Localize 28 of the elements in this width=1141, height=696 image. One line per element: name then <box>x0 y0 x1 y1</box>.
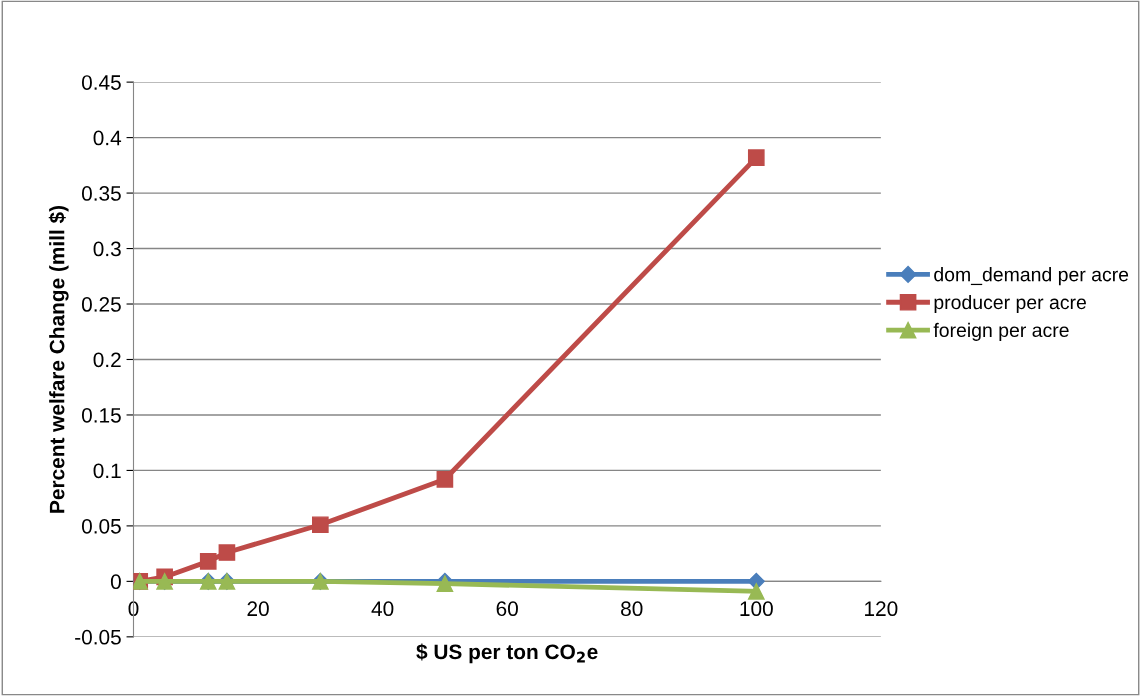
x-tick-label: 80 <box>621 601 643 617</box>
y-axis-title: Percent welfare Change (mill $) <box>48 205 69 513</box>
point <box>747 149 765 166</box>
point <box>747 583 765 600</box>
y-tick-label: 0 <box>110 574 121 590</box>
point <box>436 470 454 488</box>
x-axis-title: $ US per ton CO$_{2}$e <box>416 643 598 664</box>
legend-label: foreign per acre <box>933 322 1069 341</box>
y-tick-label: 0.15 <box>81 407 121 423</box>
x-tick-label: 20 <box>247 601 269 617</box>
y-tick-label: 0.25 <box>81 297 121 312</box>
x-tick-label: 120 <box>865 601 898 617</box>
y-tick-label: 0.05 <box>81 518 121 534</box>
y-tick-label: 0.35 <box>81 186 121 201</box>
legend-label: dom_demand per acre <box>934 267 1129 286</box>
y-tick-label: 0.45 <box>81 75 121 90</box>
y-tick-label: 0.4 <box>93 130 122 146</box>
y-tick-label: 0.1 <box>93 463 121 479</box>
point <box>199 553 217 570</box>
y-tick-label: -0.05 <box>75 629 121 645</box>
x-tick-label: 100 <box>740 601 773 617</box>
y-tick-label: 0.3 <box>93 241 121 257</box>
y-tick-label: 0.2 <box>93 352 121 368</box>
point <box>218 544 236 561</box>
point <box>312 516 329 534</box>
x-tick-label: 40 <box>371 601 394 617</box>
x-tick-label: 60 <box>496 601 518 617</box>
legend-label: producer per acre <box>934 294 1086 314</box>
